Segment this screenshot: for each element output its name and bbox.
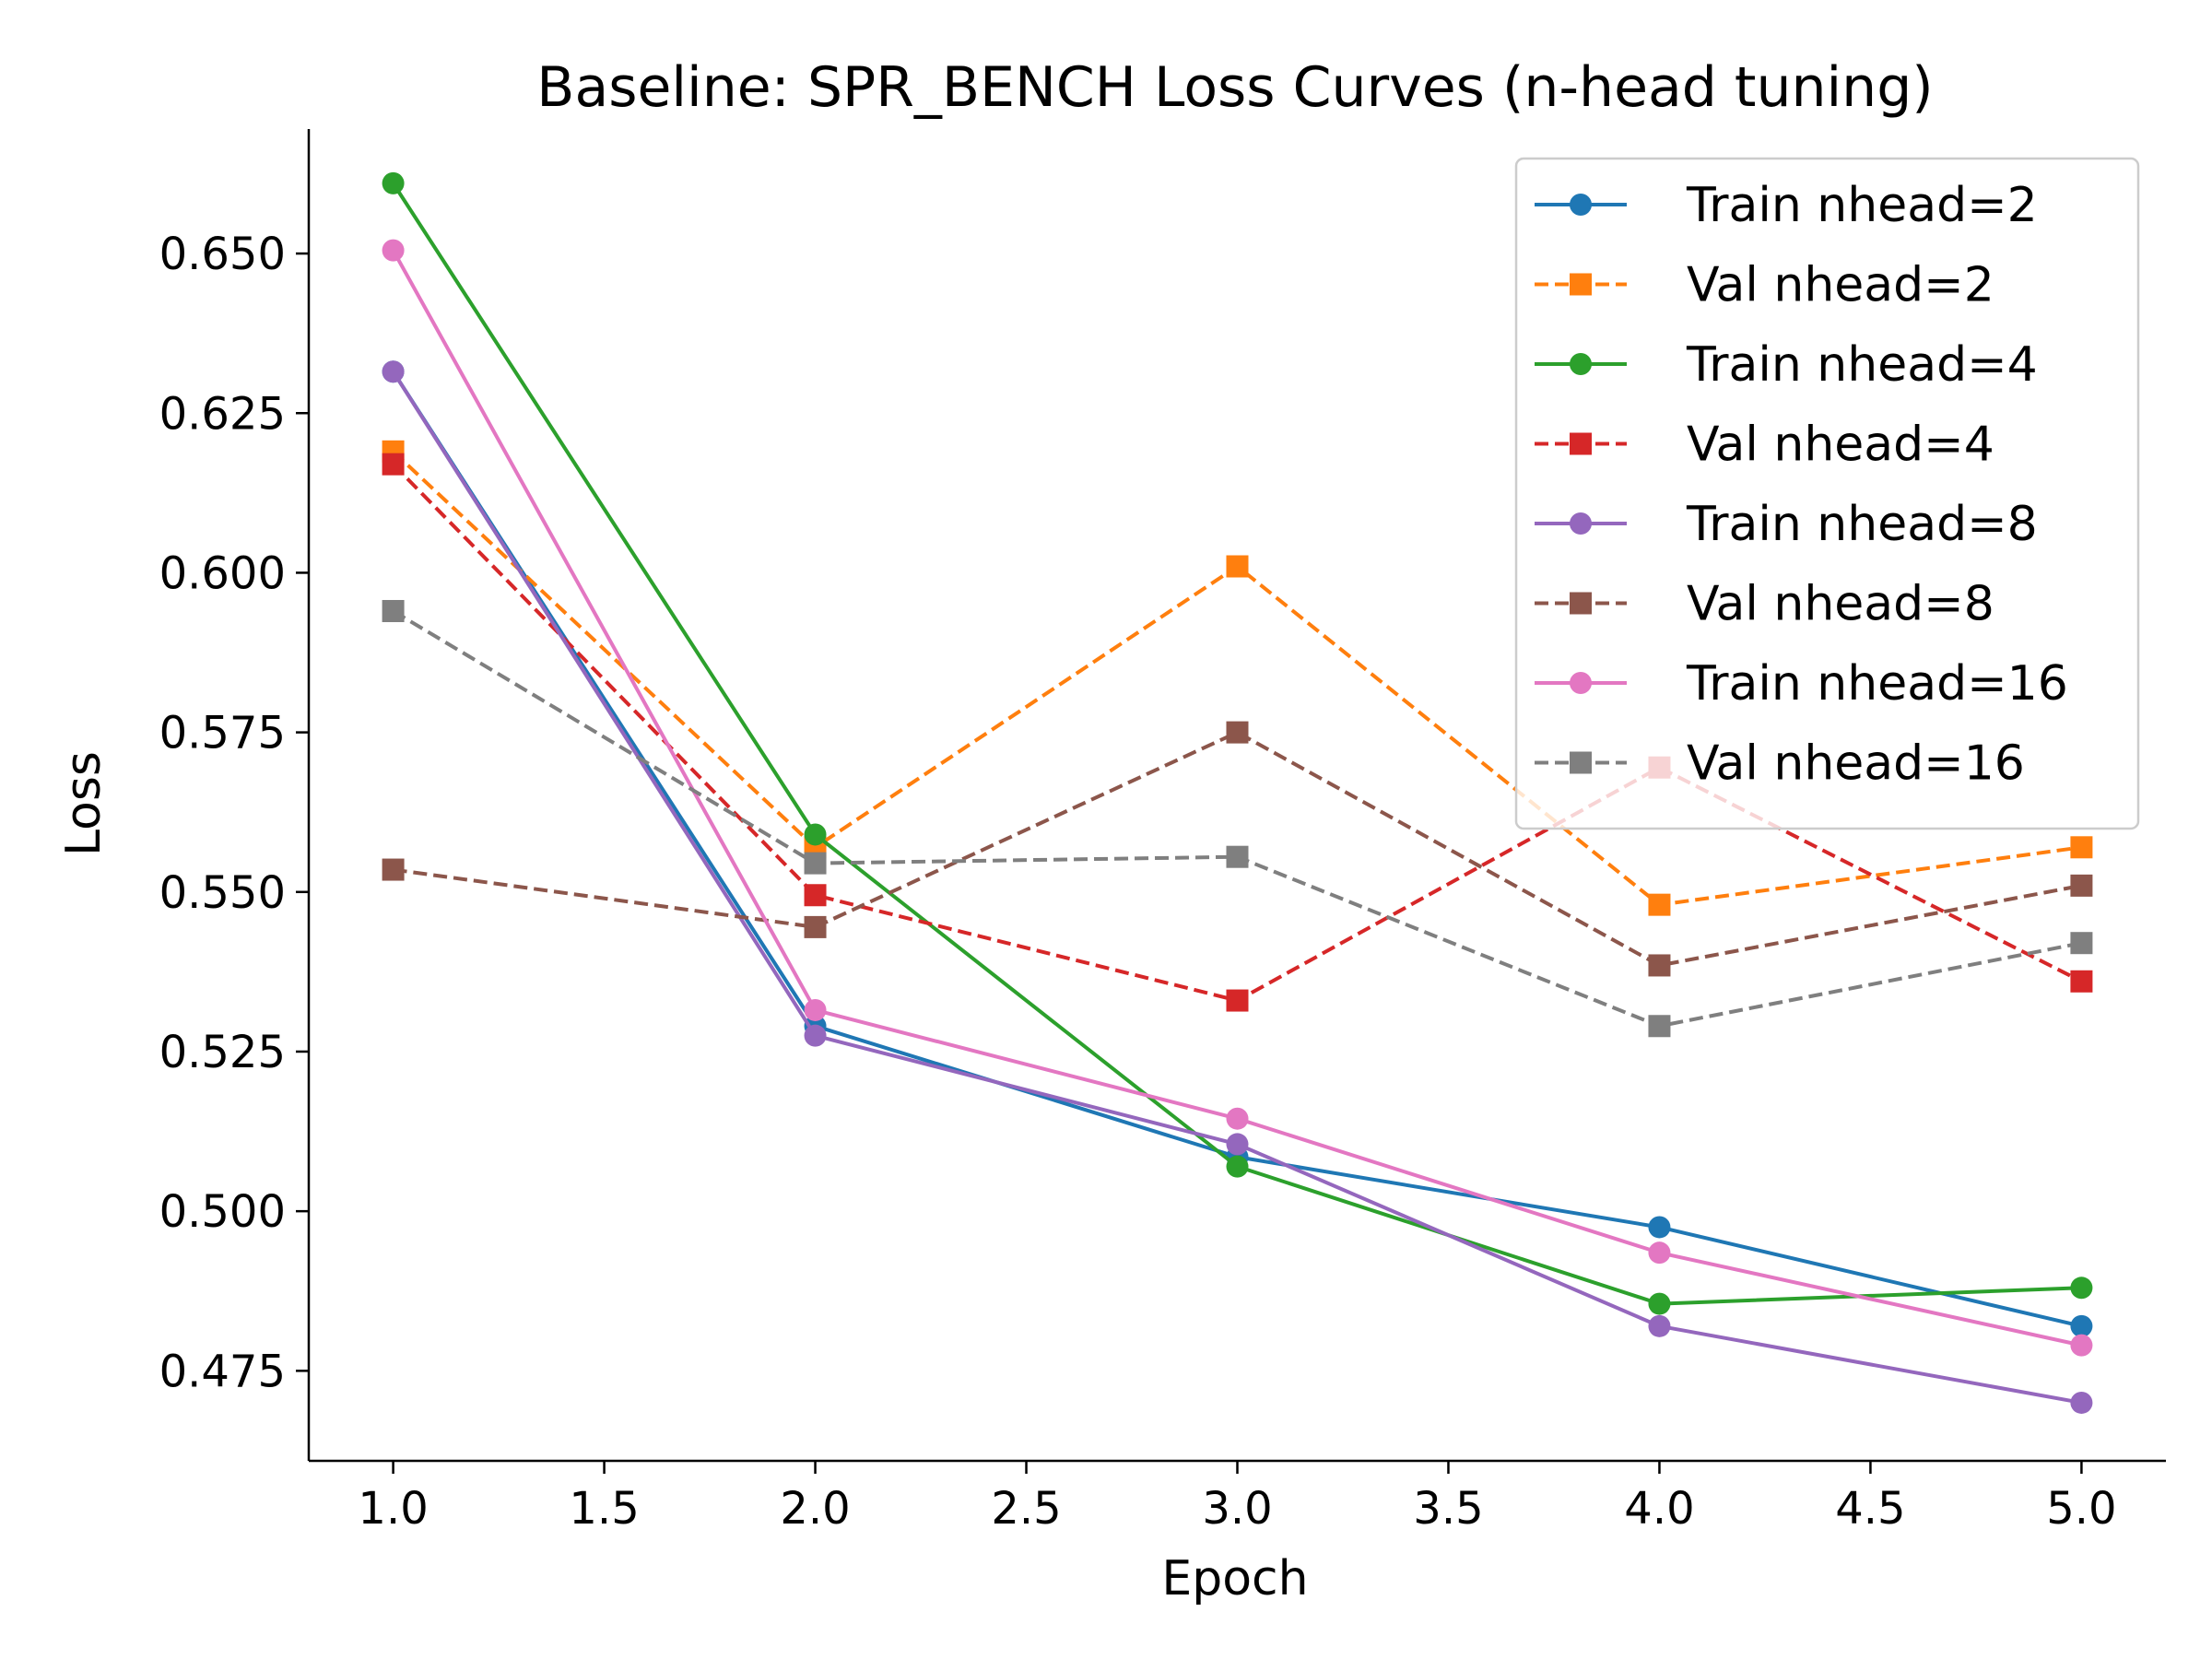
data-point (382, 239, 405, 262)
data-point (1226, 721, 1249, 744)
data-point (1648, 1241, 1671, 1265)
data-point (382, 453, 405, 476)
data-point (1226, 989, 1249, 1012)
legend-marker (1570, 672, 1592, 694)
data-point (2070, 874, 2093, 897)
legend-marker (1570, 353, 1592, 375)
x-tick-label: 4.5 (1835, 1483, 1905, 1535)
series-7 (382, 239, 2093, 1357)
series-3 (382, 171, 2093, 1315)
legend-entry: Train nhead=4 (1535, 337, 2038, 393)
data-point (1648, 954, 1671, 977)
x-tick-label: 5.0 (2046, 1483, 2116, 1535)
x-axis-label: Epoch (1161, 1551, 1308, 1606)
legend-entry: Train nhead=2 (1535, 178, 2038, 233)
legend-marker (1570, 194, 1592, 216)
y-tick-label: 0.550 (159, 867, 286, 919)
x-tick-label: 4.0 (1624, 1483, 1694, 1535)
chart-title: Baseline: SPR_BENCH Loss Curves (n-head … (536, 55, 1933, 120)
plot-area (382, 171, 2093, 1414)
data-point (382, 360, 405, 383)
series-8 (382, 599, 2093, 1038)
legend-label: Val nhead=4 (1687, 418, 1994, 473)
legend-label: Train nhead=2 (1686, 178, 2038, 233)
data-point (2070, 1314, 2093, 1337)
y-axis: 0.475 0.500 0.525 0.550 0.575 0.600 0.625 0.650 (159, 129, 311, 1461)
legend-marker (1570, 592, 1592, 615)
x-axis: 1.0 1.5 2.0 2.5 3.0 3.5 4.0 4.5 5.0 (309, 1459, 2166, 1535)
x-tick-label: 3.5 (1413, 1483, 1483, 1535)
y-tick-label: 0.600 (159, 547, 286, 599)
legend-label: Train nhead=8 (1686, 497, 2038, 552)
data-point (1648, 893, 1671, 916)
legend-label: Train nhead=16 (1686, 656, 2068, 712)
legend-entry: Train nhead=16 (1535, 656, 2068, 712)
data-point (2070, 1277, 2093, 1300)
data-point (382, 599, 405, 622)
x-tick-label: 2.5 (991, 1483, 1061, 1535)
data-point (1648, 1292, 1671, 1315)
data-point (2070, 1391, 2093, 1414)
x-tick-label: 3.0 (1202, 1483, 1272, 1535)
y-tick-label: 0.500 (159, 1186, 286, 1238)
legend-label: Train nhead=4 (1686, 337, 2038, 393)
x-tick-label: 2.0 (780, 1483, 850, 1535)
data-point (804, 852, 827, 875)
series-line (393, 730, 2082, 968)
legend-label: Val nhead=8 (1687, 577, 1994, 632)
legend-marker (1570, 432, 1592, 455)
data-point (804, 823, 827, 846)
data-point (382, 171, 405, 194)
data-point (1648, 1314, 1671, 1337)
x-tick-label: 1.5 (569, 1483, 639, 1535)
legend-entry: Val nhead=16 (1535, 736, 2025, 792)
legend-entry: Val nhead=2 (1535, 258, 1994, 313)
legend-marker (1570, 512, 1592, 535)
data-point (1226, 555, 1249, 578)
y-tick-label: 0.475 (159, 1346, 286, 1397)
legend-entry: Val nhead=4 (1535, 418, 1994, 473)
data-point (2070, 970, 2093, 993)
data-point (1226, 1107, 1249, 1130)
data-point (804, 998, 827, 1021)
legend-entry: Train nhead=8 (1535, 497, 2038, 552)
data-point (2070, 1334, 2093, 1357)
y-tick-label: 0.575 (159, 708, 286, 759)
legend-marker (1570, 751, 1592, 774)
y-axis-label: Loss (56, 751, 112, 856)
data-point (1226, 845, 1249, 868)
legend: Train nhead=2 Val nhead=2 Train nhead=4 Val… (1514, 157, 2140, 830)
data-point (2070, 836, 2093, 859)
series-6 (382, 721, 2093, 977)
series-5 (382, 360, 2093, 1414)
legend-label: Val nhead=2 (1687, 258, 1994, 313)
data-point (804, 884, 827, 907)
legend-marker (1570, 273, 1592, 296)
data-point (2070, 932, 2093, 955)
data-point (1226, 1133, 1249, 1156)
data-point (1648, 1216, 1671, 1239)
y-tick-label: 0.525 (159, 1027, 286, 1078)
data-point (1226, 1155, 1249, 1178)
data-point (804, 1024, 827, 1047)
y-tick-label: 0.625 (159, 388, 286, 440)
data-point (804, 915, 827, 938)
legend-label: Val nhead=16 (1687, 736, 2025, 792)
y-tick-label: 0.650 (159, 229, 286, 280)
data-point (382, 858, 405, 881)
data-point (1648, 1015, 1671, 1038)
legend-box (1514, 157, 2140, 830)
x-tick-label: 1.0 (358, 1483, 428, 1535)
legend-entry: Val nhead=8 (1535, 577, 1994, 632)
